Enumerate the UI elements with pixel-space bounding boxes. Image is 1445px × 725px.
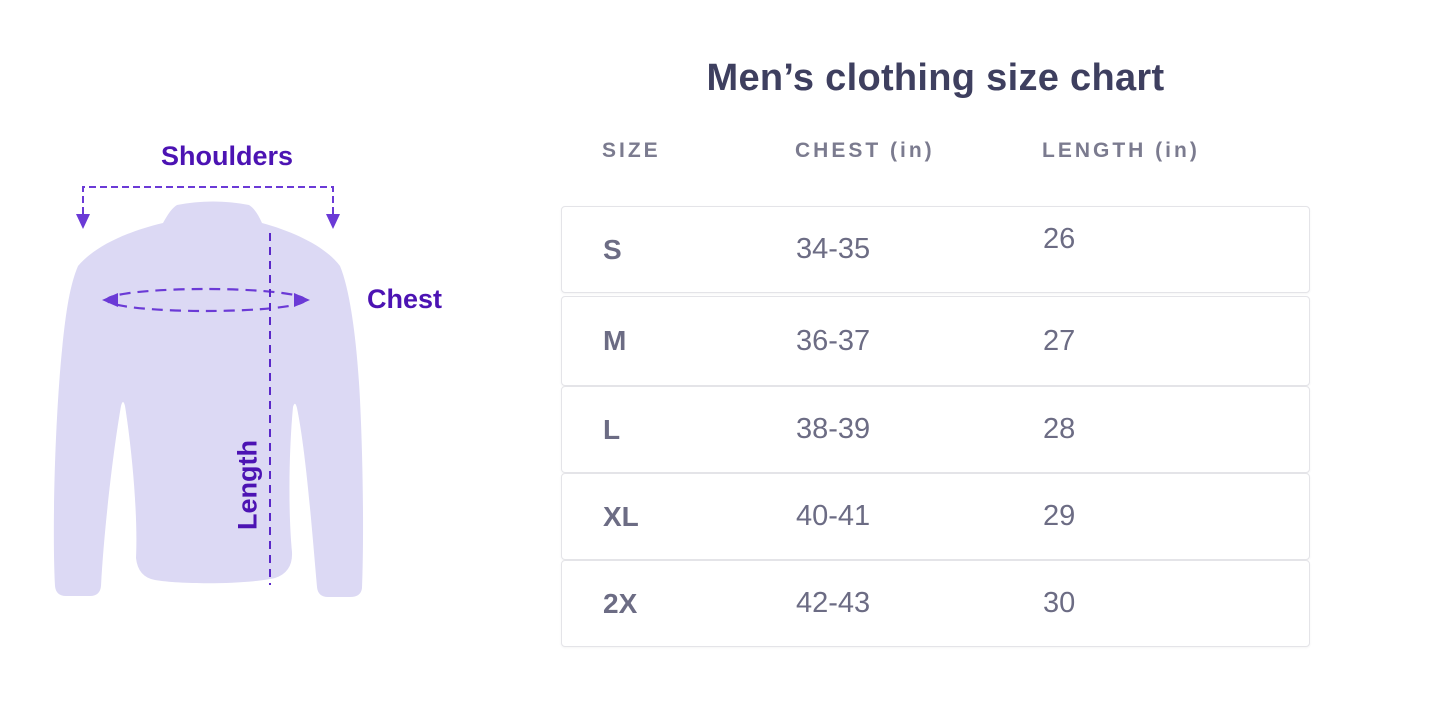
column-header-chest: CHEST (in) — [795, 139, 935, 162]
chest-arrow-right-icon — [294, 293, 310, 307]
table-header-row: SIZE CHEST (in) LENGTH (in) — [561, 139, 1310, 163]
size-cell: 2X — [603, 587, 638, 619]
length-cell: 26 — [1043, 223, 1076, 255]
chest-cell: 34-35 — [796, 233, 871, 265]
shoulders-arrow-right-icon — [326, 214, 340, 229]
shoulders-arrow-left-icon — [76, 214, 90, 229]
chest-label: Chest — [367, 284, 443, 314]
chest-arrow-left-icon — [102, 293, 118, 307]
length-cell: 30 — [1043, 587, 1076, 619]
table-row-xl: XL 40-41 29 — [561, 473, 1310, 560]
column-header-length: LENGTH (in) — [1042, 139, 1200, 162]
table-row-2x: 2X 42-43 30 — [561, 560, 1310, 647]
chest-cell: 40-41 — [796, 500, 871, 532]
shoulders-bracket-dashed-line — [82, 186, 334, 214]
table-row-m: M 36-37 27 — [561, 296, 1310, 386]
shirt-silhouette — [53, 201, 364, 597]
table-row-l: L 38-39 28 — [561, 386, 1310, 473]
chest-cell: 36-37 — [796, 324, 871, 357]
size-cell: S — [603, 233, 622, 265]
shirt-diagram-svg — [53, 186, 364, 597]
length-cell: 29 — [1043, 500, 1076, 532]
size-cell: XL — [603, 500, 639, 532]
chest-cell: 42-43 — [796, 587, 871, 619]
size-cell: L — [603, 413, 621, 445]
column-header-size: SIZE — [602, 139, 661, 162]
length-cell: 27 — [1043, 324, 1076, 357]
shoulders-label: Shoulders — [160, 141, 294, 171]
table-row-s: S 34-35 26 — [561, 206, 1310, 293]
size-table: S 34-35 26 M 36-37 27 L 38-39 28 XL 40-4… — [561, 206, 1310, 647]
chest-cell: 38-39 — [796, 413, 871, 445]
length-cell: 28 — [1043, 413, 1076, 445]
page-title: Men’s clothing size chart — [706, 57, 1165, 99]
length-label: Length — [232, 440, 263, 530]
size-cell: M — [603, 325, 627, 356]
shirt-illustration: Shoulders Chest Length — [0, 0, 480, 725]
